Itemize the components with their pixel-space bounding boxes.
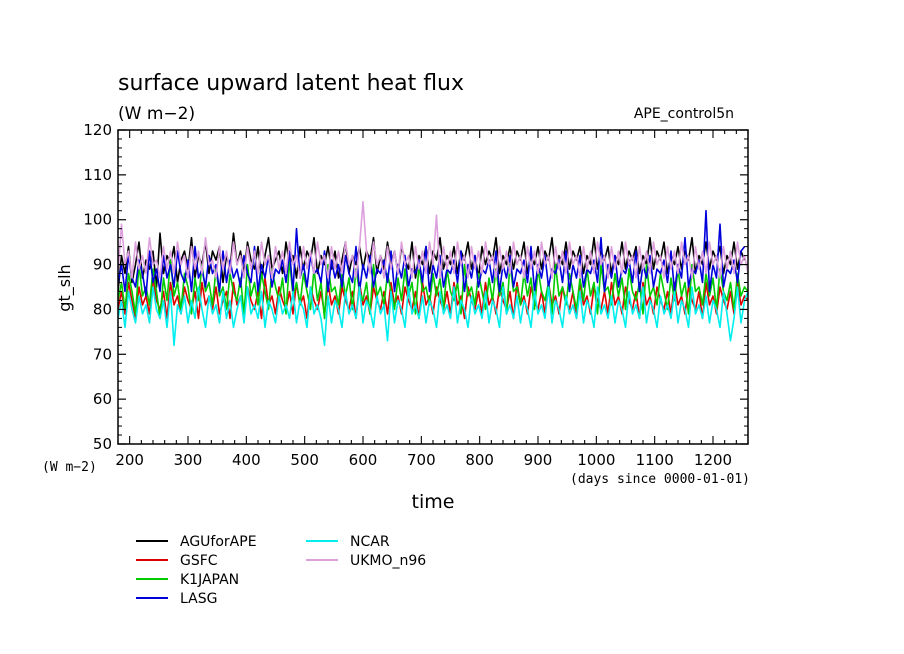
x-tick-label: 1000 (577, 451, 615, 469)
series-line-ncar (118, 286, 748, 347)
x-tick-label: 1200 (694, 451, 732, 469)
y-tick-label: 80 (93, 300, 112, 318)
chart-title: surface upward latent heat flux (118, 71, 464, 96)
y-tick-label: 60 (93, 390, 112, 408)
x-tick-label: 300 (174, 451, 203, 469)
series-line-aguforape (118, 232, 746, 292)
series-line-k1japan (118, 259, 748, 320)
experiment-label: APE_control5n (634, 106, 734, 122)
x-tick-label: 200 (115, 451, 144, 469)
chart-subtitle: (W m−2) (118, 104, 195, 124)
legend-label-k1japan: K1JAPAN (180, 572, 239, 588)
legend-label-ukmo_n96: UKMO_n96 (350, 553, 426, 569)
legend-label-ncar: NCAR (350, 534, 390, 550)
x-axis: 200 300 400 500 600 700 800 900 1000 1100 1200 (115, 130, 749, 469)
legend-label-gsfc: GSFC (180, 553, 218, 569)
series-line-gsfc (118, 277, 748, 320)
x-tick-label: 500 (290, 451, 319, 469)
legend-label-lasg: LASG (180, 591, 217, 607)
x-tick-label: 700 (407, 451, 436, 469)
series-line-lasg (118, 209, 746, 297)
x-unit-label: (days since 0000-01-01) (570, 472, 750, 487)
x-axis-label: time (412, 491, 455, 513)
y-tick-label: 110 (83, 166, 112, 184)
x-tick-label: 400 (232, 451, 261, 469)
y-tick-label: 100 (83, 211, 112, 229)
x-tick-label: 900 (524, 451, 553, 469)
y-tick-label: 120 (83, 121, 112, 139)
y-tick-label: 70 (93, 345, 112, 363)
legend-label-aguforape: AGUforAPE (180, 534, 257, 550)
x-tick-label: 800 (465, 451, 494, 469)
series-layer (118, 201, 748, 347)
x-tick-label: 600 (349, 451, 378, 469)
legend: AGUforAPE GSFC K1JAPAN LASG NCAR UKMO_n96 (136, 534, 426, 607)
y-unit-label: (W m−2) (42, 460, 97, 475)
series-line-ukmo_n96 (118, 201, 748, 279)
y-tick-label: 50 (93, 435, 112, 453)
y-tick-label: 90 (93, 256, 112, 274)
y-axis: 50 60 70 80 90 100 110 120 (83, 121, 748, 453)
x-tick-label: 1100 (636, 451, 674, 469)
y-axis-label: gt_slh (55, 264, 75, 311)
